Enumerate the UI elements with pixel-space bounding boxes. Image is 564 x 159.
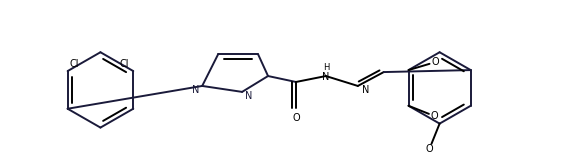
Text: H: H [323, 63, 329, 72]
Text: O: O [425, 144, 433, 154]
Text: N: N [192, 85, 199, 95]
Text: Cl: Cl [69, 59, 79, 69]
Text: O: O [431, 111, 438, 121]
Text: N: N [245, 91, 253, 101]
Text: N: N [322, 72, 329, 82]
Text: O: O [431, 57, 439, 67]
Text: O: O [292, 113, 300, 123]
Text: N: N [362, 85, 369, 95]
Text: Cl: Cl [120, 59, 129, 69]
